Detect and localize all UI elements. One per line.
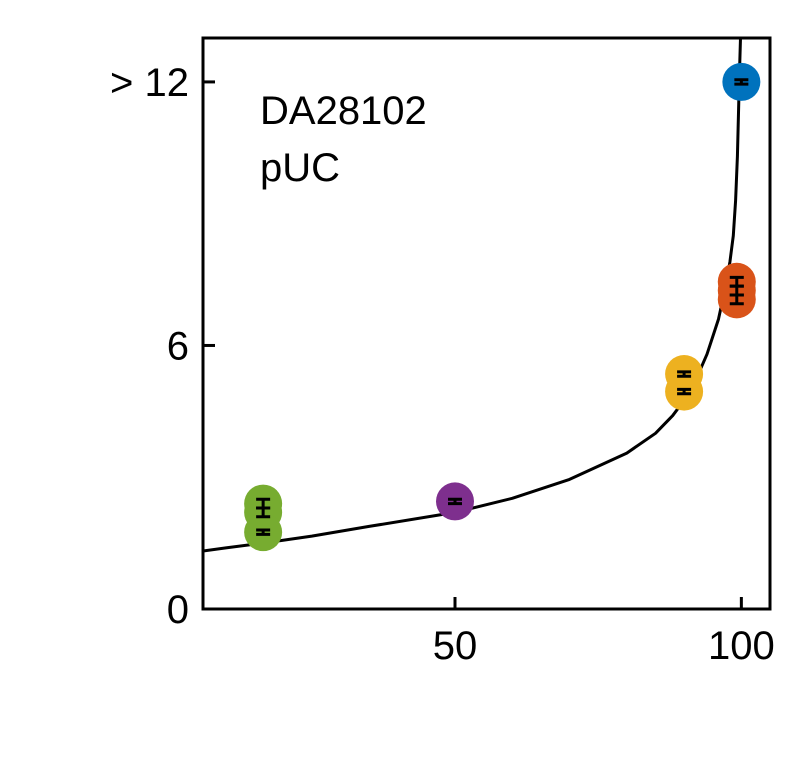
error-bar: [729, 293, 744, 306]
error-bar: [256, 506, 271, 519]
y-tick-label: > 12: [110, 61, 189, 105]
annotation-strain-name: DA28102: [260, 89, 427, 133]
series-yellow: [665, 355, 704, 411]
error-bar: [256, 528, 271, 536]
x-tick-label: 50: [433, 624, 478, 668]
data-points-layer: [244, 62, 761, 552]
error-bars-blue: [734, 78, 749, 86]
error-bars-yellow: [677, 370, 692, 396]
axis-ticks-layer: 50 100 0 6 > 12: [110, 61, 775, 668]
error-bars-green: [256, 497, 271, 536]
error-bar: [734, 78, 749, 86]
y-tick-label: 0: [167, 588, 189, 632]
error-bars-purple: [448, 497, 462, 506]
error-bar: [448, 497, 462, 506]
y-tick-label: 6: [167, 324, 189, 368]
x-tick-label: 100: [708, 624, 775, 668]
error-bars-orange: [729, 275, 744, 306]
plot-area-frame: [201, 36, 772, 611]
error-bar: [677, 387, 692, 396]
annotation-plasmid-name: pUC: [260, 146, 340, 190]
error-bar: [677, 370, 692, 378]
